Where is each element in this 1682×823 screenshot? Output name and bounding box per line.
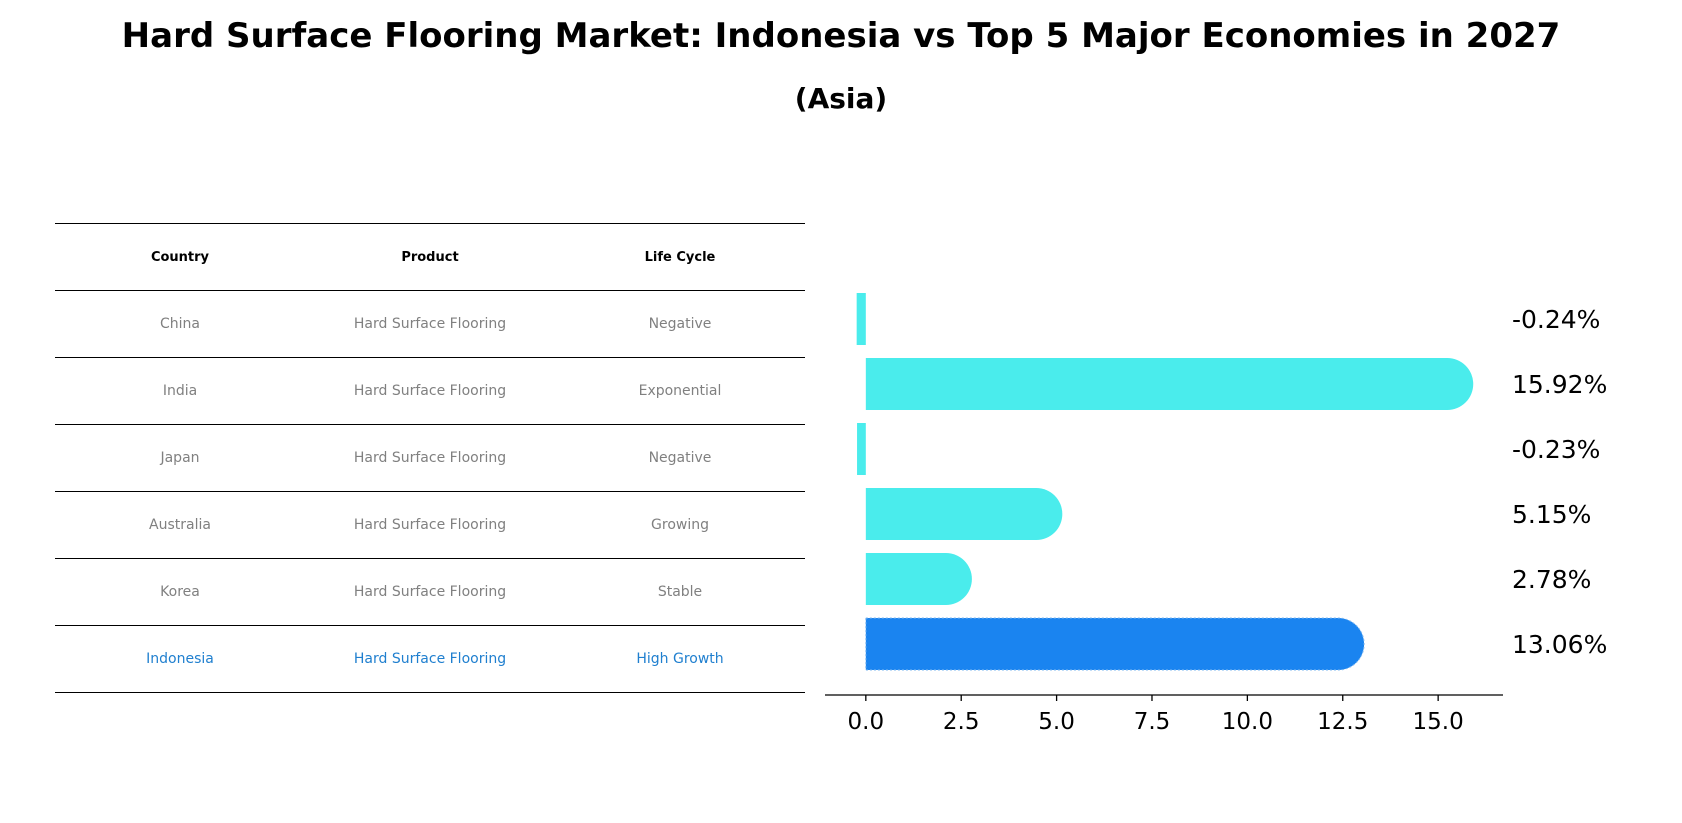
table-row: Korea Hard Surface Flooring Stable xyxy=(55,558,805,625)
table-row: Japan Hard Surface Flooring Negative xyxy=(55,424,805,491)
header-product: Product xyxy=(401,249,459,265)
value-label: -0.23% xyxy=(1512,435,1600,464)
x-tick-label: 7.5 xyxy=(1134,709,1171,735)
cell-life-cycle: Negative xyxy=(648,316,712,332)
cell-life-cycle: High Growth xyxy=(636,651,724,667)
x-tick-label: 0.0 xyxy=(848,709,885,735)
x-tick-label: 2.5 xyxy=(943,709,980,735)
x-tick-label: 10.0 xyxy=(1222,709,1273,735)
country-table: Country Product Life Cycle China Hard Su… xyxy=(55,223,805,693)
value-label: 13.06% xyxy=(1512,630,1607,659)
value-label: 2.78% xyxy=(1512,565,1591,594)
value-label: 5.15% xyxy=(1512,500,1591,529)
cell-product: Hard Surface Flooring xyxy=(353,316,507,332)
table-row: India Hard Surface Flooring Exponential xyxy=(55,357,805,424)
cell-product: Hard Surface Flooring xyxy=(353,651,507,667)
cell-life-cycle: Growing xyxy=(651,517,709,533)
cell-product: Hard Surface Flooring xyxy=(353,517,507,533)
cell-life-cycle: Stable xyxy=(657,584,703,600)
table-header-row: Country Product Life Cycle xyxy=(55,223,805,290)
cell-country: China xyxy=(160,316,200,332)
cell-country: Japan xyxy=(160,450,200,466)
x-tick-label: 15.0 xyxy=(1413,709,1464,735)
x-tick-label: 12.5 xyxy=(1317,709,1368,735)
cell-product: Hard Surface Flooring xyxy=(353,450,507,466)
cell-life-cycle: Negative xyxy=(648,450,712,466)
value-label: 15.92% xyxy=(1512,370,1607,399)
bar-highlight xyxy=(865,617,1365,671)
table-row: Australia Hard Surface Flooring Growing xyxy=(55,491,805,558)
cell-life-cycle: Exponential xyxy=(638,383,722,399)
cell-country: Australia xyxy=(149,517,211,533)
chart-title: Hard Surface Flooring Market: Indonesia … xyxy=(121,16,1561,56)
table-row-highlight: Indonesia Hard Surface Flooring High Gro… xyxy=(55,625,805,693)
bar xyxy=(856,293,866,345)
chart-subtitle: (Asia) xyxy=(794,82,888,115)
value-label: -0.24% xyxy=(1512,305,1600,334)
x-tick-label: 5.0 xyxy=(1038,709,1075,735)
header-country: Country xyxy=(150,249,210,265)
table-row: China Hard Surface Flooring Negative xyxy=(55,290,805,357)
cell-country: Korea xyxy=(160,584,200,600)
bar xyxy=(857,423,866,475)
bar xyxy=(865,553,972,605)
bar xyxy=(865,358,1474,410)
cell-country: India xyxy=(162,383,198,399)
bar xyxy=(865,488,1063,540)
cell-product: Hard Surface Flooring xyxy=(353,383,507,399)
cell-product: Hard Surface Flooring xyxy=(353,584,507,600)
cell-country: Indonesia xyxy=(146,651,214,667)
header-life-cycle: Life Cycle xyxy=(644,249,716,265)
